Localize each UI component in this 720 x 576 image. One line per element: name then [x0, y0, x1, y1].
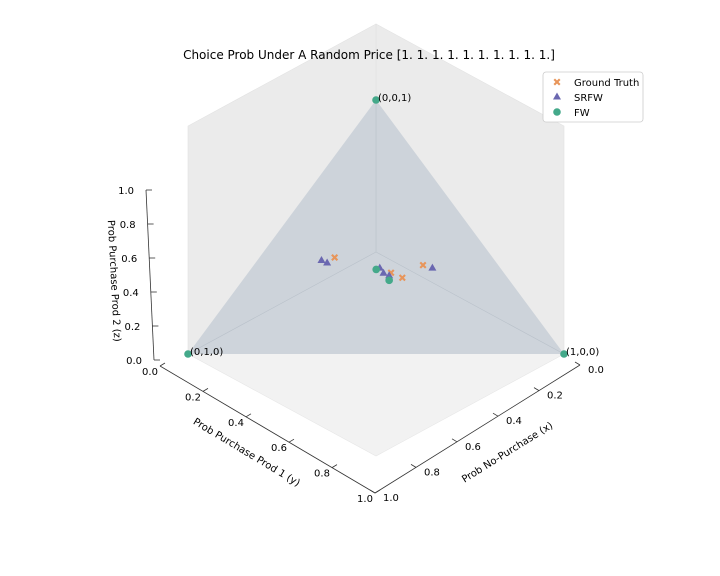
legend-label-ground-truth: Ground Truth — [574, 78, 639, 89]
y-tick-mark-0 — [159, 362, 166, 367]
point-ground-truth-3 — [331, 253, 339, 261]
legend-item-ground-truth: Ground Truth — [553, 78, 639, 89]
point-fw-3 — [372, 265, 380, 274]
x-tick-label-3: 0.6 — [465, 442, 481, 453]
y-tick-mark-3 — [288, 438, 295, 443]
simplex-vertex-labels: (1,0,0) (0,1,0) (0,0,1) — [190, 93, 599, 358]
data-points — [184, 96, 568, 358]
point-fw-0 — [560, 350, 568, 358]
x-tick-mark-2 — [492, 412, 499, 417]
y-tick-mark-4 — [331, 464, 338, 468]
probability-simplex — [187, 100, 565, 355]
point-srfw-2 — [379, 268, 388, 276]
z-tick-label-5: 1.0 — [118, 186, 134, 197]
y-tick-mark-2 — [245, 413, 252, 418]
vertex-label-2: (0,0,1) — [378, 93, 411, 104]
y-tick-mark-1 — [202, 388, 209, 392]
y-tick-label-0: 0.0 — [142, 367, 158, 378]
y-tick-label-5: 1.0 — [357, 494, 373, 505]
x-tick-label-2: 0.4 — [506, 416, 522, 427]
y-tick-label-3: 0.6 — [271, 443, 287, 454]
z-tick-label-1: 0.2 — [124, 322, 140, 333]
y-tick-label-1: 0.2 — [185, 392, 201, 403]
x-tick-label-0: 0.0 — [588, 365, 604, 376]
x-tick-mark-0 — [574, 361, 581, 366]
point-fw-2 — [372, 96, 380, 104]
x-tick-mark-3 — [451, 438, 458, 443]
point-srfw-1 — [385, 271, 394, 279]
y-tick-mark-5 — [374, 489, 381, 494]
legend-marker-x-icon — [553, 78, 561, 86]
x-tick-label-1: 0.2 — [547, 391, 563, 402]
point-ground-truth-1 — [398, 274, 406, 282]
legend-marker-triangle-icon — [553, 92, 561, 100]
y-tick-label-2: 0.4 — [228, 418, 244, 429]
point-srfw-4 — [323, 258, 332, 266]
x-tick-mark-4 — [410, 464, 417, 468]
legend-item-fw: FW — [553, 108, 590, 119]
z-axis-ticks: 0.0 0.2 0.4 0.6 0.8 1.0 — [118, 186, 160, 367]
chart-title: Choice Prob Under A Random Price [1. 1. … — [183, 48, 555, 62]
x-tick-mark-1 — [533, 387, 540, 391]
point-srfw-0 — [428, 263, 437, 271]
simplex-edge-0 — [375, 251, 565, 355]
y-axis-ticks: 0.0 0.2 0.4 0.6 0.8 1.0 — [142, 362, 381, 505]
legend-frame — [542, 71, 644, 123]
y-axis-line — [159, 365, 376, 494]
point-fw-1 — [184, 350, 192, 358]
point-fw-4 — [385, 276, 393, 285]
point-ground-truth-0 — [419, 261, 427, 269]
z-tick-label-3: 0.6 — [121, 254, 137, 265]
x-tick-label-5: 1.0 — [383, 493, 399, 504]
legend-label-fw: FW — [574, 108, 590, 119]
x-tick-label-4: 0.8 — [424, 467, 440, 478]
legend-marker-circle-icon — [553, 108, 561, 116]
legend: Ground Truth SRFW FW — [542, 71, 644, 123]
vertex-label-0: (1,0,0) — [566, 347, 599, 358]
z-tick-label-0: 0.0 — [126, 356, 142, 367]
point-srfw-5 — [317, 256, 326, 264]
z-axis-line — [145, 189, 155, 361]
x-axis-line — [374, 364, 581, 494]
legend-item-srfw: SRFW — [553, 92, 603, 104]
z-tick-label-4: 0.8 — [120, 220, 136, 231]
z-tick-label-2: 0.4 — [123, 288, 139, 299]
simplex-edge-1 — [187, 251, 377, 355]
y-tick-label-4: 0.8 — [314, 469, 330, 480]
vertex-label-1: (0,1,0) — [190, 347, 223, 358]
legend-label-srfw: SRFW — [574, 93, 603, 104]
